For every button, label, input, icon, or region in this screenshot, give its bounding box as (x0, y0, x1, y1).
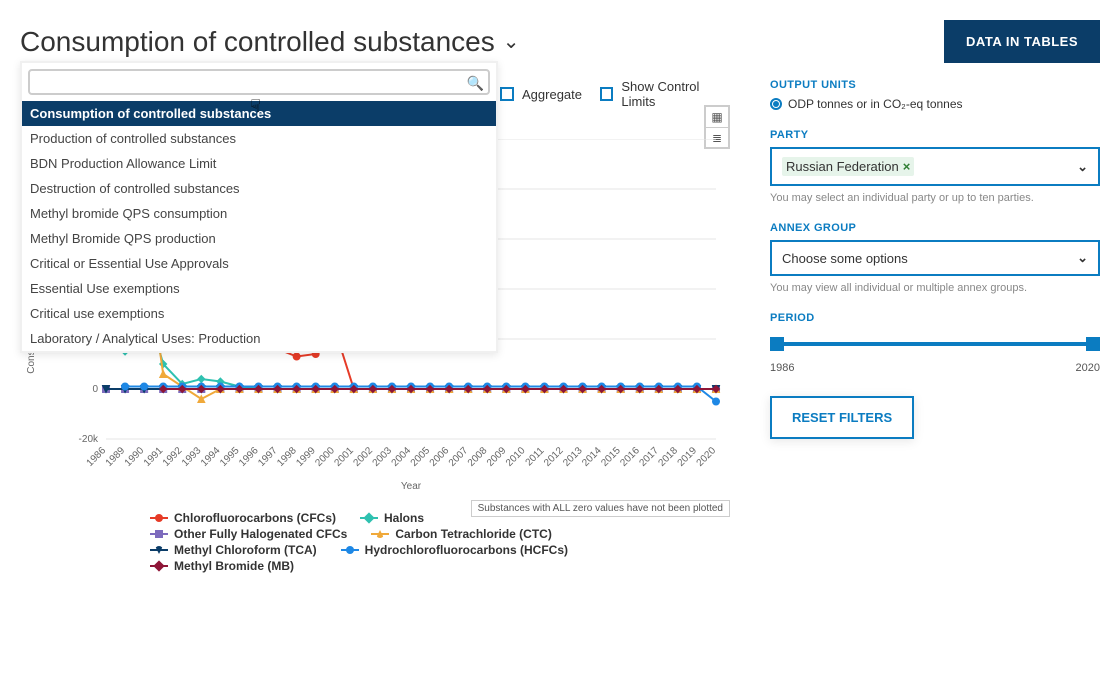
radio-icon (770, 98, 782, 110)
period-min: 1986 (770, 362, 794, 374)
metric-dropdown: 🔍 Consumption of controlled substancesPr… (20, 61, 498, 353)
svg-text:2017: 2017 (637, 445, 661, 469)
output-units-label: OUTPUT UNITS (770, 79, 1100, 91)
checkbox-icon (500, 87, 514, 101)
svg-text:2007: 2007 (447, 445, 471, 469)
svg-text:2006: 2006 (428, 445, 452, 469)
annex-select[interactable]: Choose some options ⌄ (770, 240, 1100, 276)
grid-view-icon[interactable]: ▦ (706, 107, 728, 127)
period-max: 2020 (1076, 362, 1100, 374)
chevron-down-icon: ⌄ (1077, 159, 1088, 175)
chevron-down-icon: ⌄ (503, 29, 520, 54)
dropdown-item[interactable]: Laboratory / Analytical Uses: Production (22, 326, 496, 351)
svg-text:2005: 2005 (409, 445, 433, 469)
dropdown-item[interactable]: Consumption of controlled substances (22, 101, 496, 126)
dropdown-item[interactable]: Methyl bromide QPS consumption (22, 201, 496, 226)
dropdown-item[interactable]: Critical or Essential Use Approvals (22, 251, 496, 276)
svg-text:1997: 1997 (256, 445, 280, 469)
dropdown-item[interactable]: Methyl Bromide QPS production (22, 226, 496, 251)
legend-item[interactable]: Carbon Tetrachloride (CTC) (371, 527, 551, 541)
svg-text:2004: 2004 (390, 445, 414, 469)
annex-placeholder: Choose some options (782, 251, 908, 266)
svg-text:2002: 2002 (351, 445, 375, 469)
legend-item[interactable]: Hydrochlorofluorocarbons (HCFCs) (341, 543, 568, 557)
remove-party-icon[interactable]: × (903, 159, 911, 174)
svg-text:1993: 1993 (180, 445, 204, 469)
dropdown-list: Consumption of controlled substancesProd… (22, 101, 496, 351)
svg-text:2001: 2001 (332, 445, 356, 469)
period-label: PERIOD (770, 312, 1100, 324)
svg-text:2012: 2012 (542, 445, 566, 469)
svg-text:1986: 1986 (85, 445, 109, 469)
svg-text:1989: 1989 (104, 445, 128, 469)
dropdown-item[interactable]: Essential Use exemptions (22, 276, 496, 301)
legend-item[interactable]: Methyl Bromide (MB) (150, 559, 294, 573)
aggregate-checkbox[interactable]: Aggregate (500, 87, 582, 102)
svg-text:2014: 2014 (580, 445, 604, 469)
data-in-tables-button[interactable]: DATA IN TABLES (944, 20, 1100, 63)
svg-text:2018: 2018 (656, 445, 680, 469)
svg-text:1998: 1998 (275, 445, 299, 469)
dropdown-item[interactable]: BDN Production Allowance Limit (22, 151, 496, 176)
svg-text:2020: 2020 (695, 445, 719, 469)
checkbox-icon (600, 87, 613, 101)
legend-item[interactable]: Halons (360, 511, 424, 525)
dropdown-item[interactable]: Critical use exemptions (22, 301, 496, 326)
svg-text:2008: 2008 (466, 445, 490, 469)
svg-text:2003: 2003 (371, 445, 395, 469)
svg-text:1992: 1992 (161, 445, 185, 469)
chart-footnote: Substances with ALL zero values have not… (471, 500, 730, 517)
reset-filters-button[interactable]: RESET FILTERS (770, 396, 914, 439)
svg-text:2009: 2009 (485, 445, 509, 469)
svg-text:1995: 1995 (218, 445, 242, 469)
party-label: PARTY (770, 129, 1100, 141)
svg-text:2015: 2015 (599, 445, 623, 469)
svg-text:2000: 2000 (313, 445, 337, 469)
svg-text:2011: 2011 (524, 445, 547, 468)
svg-text:2010: 2010 (504, 445, 528, 469)
dropdown-item[interactable]: Production of controlled substances (22, 126, 496, 151)
svg-text:-20k: -20k (79, 434, 99, 445)
svg-text:2016: 2016 (618, 445, 642, 469)
svg-text:1991: 1991 (142, 445, 166, 469)
chart-legend: Chlorofluorocarbons (CFCs) Halons Other Fu… (150, 511, 730, 573)
slider-handle-min[interactable] (770, 337, 784, 351)
title-text: Consumption of controlled substances (20, 26, 495, 58)
slider-handle-max[interactable] (1086, 337, 1100, 351)
output-units-radio[interactable]: ODP tonnes or in CO₂-eq tonnes (770, 97, 1100, 111)
slider-track (770, 342, 1100, 346)
legend-item[interactable]: Methyl Chloroform (TCA) (150, 543, 317, 557)
svg-text:2019: 2019 (676, 445, 700, 469)
party-help: You may select an individual party or up… (770, 192, 1100, 204)
page-title[interactable]: Consumption of controlled substances ⌄ (20, 26, 519, 58)
party-chip: Russian Federation × (782, 157, 914, 176)
party-chip-text: Russian Federation (786, 159, 899, 174)
svg-text:1999: 1999 (294, 445, 318, 469)
aggregate-label: Aggregate (522, 87, 582, 102)
legend-item[interactable]: Other Fully Halogenated CFCs (150, 527, 347, 541)
svg-text:0: 0 (92, 384, 98, 395)
svg-text:1994: 1994 (199, 445, 223, 469)
svg-text:2013: 2013 (561, 445, 585, 469)
legend-item[interactable]: Chlorofluorocarbons (CFCs) (150, 511, 336, 525)
annex-label: ANNEX GROUP (770, 222, 1100, 234)
svg-text:Year: Year (401, 481, 422, 492)
annex-help: You may view all individual or multiple … (770, 282, 1100, 294)
dropdown-item[interactable]: Destruction of controlled substances (22, 176, 496, 201)
output-units-option: ODP tonnes or in CO₂-eq tonnes (788, 97, 963, 111)
svg-text:1996: 1996 (237, 445, 261, 469)
period-slider[interactable] (770, 334, 1100, 358)
chevron-down-icon: ⌄ (1077, 250, 1088, 266)
party-select[interactable]: Russian Federation × ⌄ (770, 147, 1100, 186)
dropdown-search-input[interactable] (28, 69, 490, 95)
svg-text:1990: 1990 (123, 445, 147, 469)
